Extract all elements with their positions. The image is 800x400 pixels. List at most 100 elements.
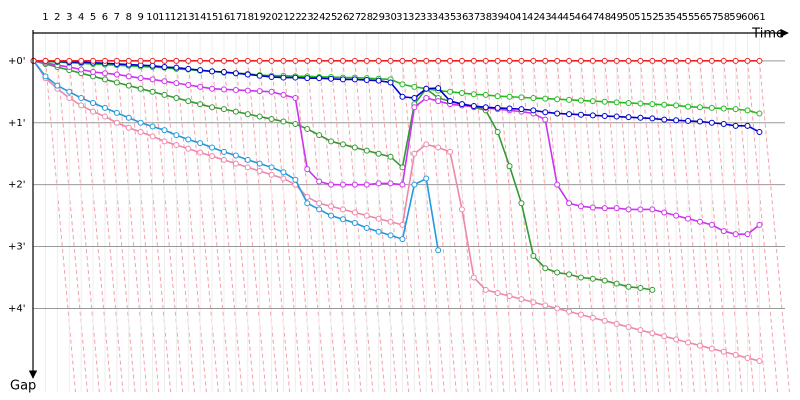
point	[589, 112, 596, 119]
point	[113, 71, 120, 78]
point	[447, 148, 454, 155]
lap-line	[413, 60, 445, 393]
point	[90, 99, 97, 106]
point	[613, 113, 620, 120]
point	[625, 57, 632, 64]
point	[244, 71, 251, 78]
lap-line	[152, 60, 184, 393]
point	[351, 144, 358, 151]
point	[375, 57, 382, 64]
point	[589, 314, 596, 321]
point	[411, 57, 418, 64]
point	[649, 206, 656, 213]
point	[661, 333, 668, 340]
lap-line	[235, 60, 267, 393]
point	[113, 57, 120, 64]
x-axis-title: Time	[751, 27, 784, 42]
x-tick-label: 33	[420, 12, 433, 23]
lap-line	[758, 60, 790, 393]
point	[518, 200, 525, 207]
point	[470, 274, 477, 281]
point	[685, 103, 692, 110]
point	[554, 269, 561, 276]
point	[494, 129, 501, 136]
x-tick-label: 15	[206, 12, 219, 23]
point	[577, 97, 584, 104]
point	[363, 212, 370, 219]
point	[304, 75, 311, 82]
point	[185, 136, 192, 143]
point	[661, 116, 668, 123]
lap-line	[747, 60, 779, 393]
point	[280, 118, 287, 125]
point	[661, 101, 668, 108]
point	[470, 103, 477, 110]
x-tick-label: 22	[289, 12, 302, 23]
point	[244, 156, 251, 163]
point	[292, 176, 299, 183]
point	[601, 57, 608, 64]
x-tick-label: 56	[694, 12, 707, 23]
point	[411, 104, 418, 111]
x-tick-label: 16	[218, 12, 231, 23]
y-tick-label: +1'	[8, 118, 26, 129]
point	[375, 215, 382, 222]
point	[54, 57, 61, 64]
point	[161, 57, 168, 64]
point	[530, 252, 537, 259]
point	[625, 324, 632, 331]
y-axis-title: Gap	[10, 379, 36, 394]
point	[649, 101, 656, 108]
point	[506, 105, 513, 112]
point	[673, 212, 680, 219]
point	[720, 228, 727, 235]
point	[363, 77, 370, 84]
point	[137, 119, 144, 126]
point	[113, 79, 120, 86]
lap-line	[318, 60, 350, 393]
point	[542, 302, 549, 309]
lap-line	[247, 60, 279, 393]
point	[292, 94, 299, 101]
point	[637, 285, 644, 292]
point	[232, 160, 239, 167]
point	[732, 231, 739, 238]
point	[637, 57, 644, 64]
point	[542, 57, 549, 64]
point	[661, 57, 668, 64]
point	[577, 111, 584, 118]
point	[185, 81, 192, 88]
point	[125, 57, 132, 64]
point	[720, 105, 727, 112]
point	[78, 57, 85, 64]
x-tick-label: 54	[670, 12, 683, 23]
point	[161, 91, 168, 98]
point	[209, 144, 216, 151]
point	[209, 85, 216, 92]
x-tick-label: 41	[515, 12, 528, 23]
point	[506, 293, 513, 300]
point	[387, 153, 394, 160]
point	[292, 74, 299, 81]
point	[280, 91, 287, 98]
point	[601, 317, 608, 324]
point	[399, 81, 406, 88]
point	[232, 108, 239, 115]
point	[185, 145, 192, 152]
point	[399, 236, 406, 243]
x-tick-label: 57	[705, 12, 718, 23]
point	[744, 231, 751, 238]
point	[673, 102, 680, 109]
x-tick-label: 28	[360, 12, 373, 23]
point	[732, 106, 739, 113]
point	[518, 296, 525, 303]
point	[744, 57, 751, 64]
point	[173, 57, 180, 64]
point	[316, 200, 323, 207]
point	[637, 100, 644, 107]
point	[399, 57, 406, 64]
point	[220, 156, 227, 163]
point	[90, 108, 97, 115]
x-tick-label: 3	[66, 12, 72, 23]
